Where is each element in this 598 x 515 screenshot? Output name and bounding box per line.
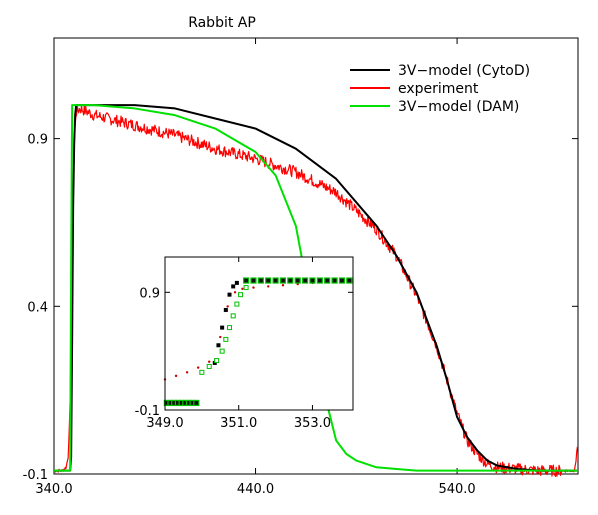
inset-point-dam	[227, 325, 233, 331]
inset-point-cytod	[223, 307, 228, 312]
inset-point-experiment	[252, 286, 255, 289]
legend: 3V−model (CytoD) experiment 3V−model (DAM)	[350, 63, 530, 115]
inset-axis-ticks: 349.0 351.0 353.0 -0.1 0.9	[135, 257, 353, 431]
inset-point-dam	[243, 285, 249, 291]
inset-point-dam	[238, 292, 244, 298]
inset-point-overlap	[346, 277, 353, 284]
inset-point-overlap	[316, 277, 323, 284]
inset-point-experiment	[219, 335, 222, 339]
inset-y-tick-label: 0.9	[139, 286, 160, 301]
inset-point-experiment	[226, 305, 229, 308]
legend-label: experiment	[398, 81, 479, 97]
main-plot: Rabbit AP 340.0 440.0 540.0 -0.1 0.4 0.9 3V−m…	[23, 15, 579, 497]
inset-point-experiment	[196, 366, 200, 369]
inset-x-tick-label: 349.0	[146, 416, 183, 431]
inset-point-overlap	[279, 277, 287, 284]
inset-point-overlap	[272, 277, 279, 284]
inset-point-overlap	[257, 277, 264, 284]
main-plot-frame	[53, 37, 579, 475]
inset-point-dam	[206, 363, 212, 369]
inset-point-cytod	[227, 292, 232, 297]
inset-series-markers	[163, 277, 353, 407]
inset-point-experiment	[174, 374, 178, 378]
inset-point-experiment	[267, 285, 270, 288]
inset-point-overlap	[250, 277, 257, 284]
inset-point-cytod	[231, 284, 236, 289]
inset-point-overlap	[331, 277, 338, 284]
inset-point-overlap	[301, 277, 309, 284]
inset-point-overlap	[287, 277, 294, 284]
series-line-2	[54, 104, 578, 472]
x-tick-label: 540.0	[438, 482, 475, 497]
legend-label: 3V−model (DAM)	[398, 99, 519, 115]
x-tick-label: 340.0	[35, 482, 72, 497]
inset-point-experiment	[208, 360, 211, 363]
y-tick-label: 0.9	[27, 133, 48, 148]
inset-y-tick-label: -0.1	[135, 404, 160, 419]
inset-point-experiment	[281, 284, 285, 287]
inset-point-overlap	[309, 277, 316, 284]
inset-point-overlap	[338, 277, 346, 284]
y-tick-label: -0.1	[23, 468, 48, 483]
inset-point-cytod	[220, 325, 225, 330]
inset-point-dam	[230, 313, 236, 319]
inset-point-overlap	[265, 277, 272, 284]
series-line-0	[54, 104, 578, 472]
inset-x-tick-label: 353.0	[294, 416, 331, 431]
inset-point-experiment	[185, 371, 189, 374]
inset-point-cytod	[234, 280, 239, 285]
inset-point-dam	[219, 348, 225, 354]
inset-point-dam	[199, 369, 205, 375]
chart-title: Rabbit AP	[188, 15, 256, 31]
x-tick-label: 440.0	[237, 482, 274, 497]
inset-point-dam	[223, 336, 229, 342]
inset-point-cytod	[216, 343, 221, 348]
inset-point-overlap	[193, 399, 200, 407]
y-tick-label: 0.4	[27, 300, 48, 315]
inset-x-tick-label: 351.0	[220, 416, 257, 431]
series-line-1	[53, 104, 578, 477]
inset-point-experiment	[233, 291, 237, 294]
main-series-lines	[53, 104, 578, 477]
inset-plot-frame	[164, 256, 354, 411]
inset-point-overlap	[242, 277, 250, 284]
inset-point-dam	[214, 358, 220, 364]
inset-point-overlap	[294, 277, 301, 284]
main-axis-ticks: 340.0 440.0 540.0 -0.1 0.4 0.9	[23, 38, 578, 497]
inset-point-dam	[234, 301, 240, 307]
legend-label: 3V−model (CytoD)	[398, 63, 530, 79]
inset-point-overlap	[324, 277, 331, 284]
inset-point-experiment	[241, 287, 244, 290]
inset-plot: 349.0 351.0 353.0 -0.1 0.9	[135, 256, 354, 431]
